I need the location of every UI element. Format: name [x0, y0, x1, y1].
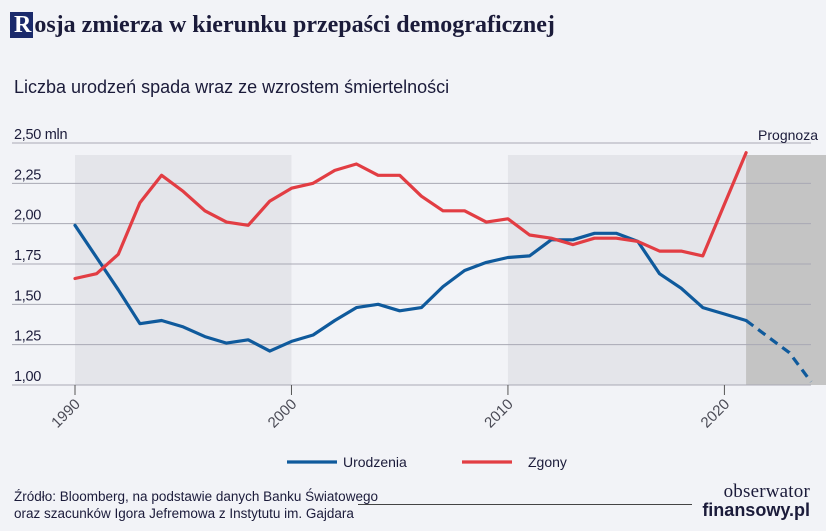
y-tick-label: 2,00	[14, 208, 41, 224]
legend: Urodzenia Zgony	[287, 454, 567, 470]
y-tick-label: 1,00	[14, 369, 41, 385]
x-tick-label: 2000	[265, 396, 301, 432]
source-line-2: oraz szacunków Igora Jefremowa z Instytu…	[14, 506, 354, 521]
axis-labels: Prognoza 1,00 1,25 1,50 1,75 2,00 2,25 2,50 mln…	[14, 127, 818, 431]
series-lines	[73, 151, 813, 383]
series-line-zgony	[73, 151, 748, 281]
x-tick-label: 2020	[698, 396, 734, 432]
shaded-period-2	[507, 155, 747, 385]
logo-line-2: finansowy.pl	[702, 500, 810, 520]
source-divider	[358, 504, 692, 505]
shaded-periods	[75, 155, 826, 385]
y-tick-label: 1,50	[14, 288, 41, 304]
x-tick-label: 1990	[48, 396, 84, 432]
title-text: osja zmierza w kierunku przepaści demogr…	[34, 11, 555, 38]
y-tick-label: 2,25	[14, 167, 41, 183]
logo-line-1: obserwator	[723, 481, 810, 502]
chart-subtitle: Liczba urodzeń spada wraz ze wzrostem śm…	[14, 77, 450, 97]
source-line-1: Źródło: Bloomberg, na podstawie danych B…	[14, 489, 378, 504]
publisher-logo[interactable]: obserwator finansowy.pl	[702, 481, 810, 520]
y-tick-label: 1,75	[14, 248, 41, 264]
gridlines	[12, 142, 811, 395]
forecast-zone	[746, 155, 826, 385]
y-tick-label: 2,50 mln	[14, 127, 67, 143]
legend-label-zgony: Zgony	[528, 454, 567, 470]
source-note: Źródło: Bloomberg, na podstawie danych B…	[14, 488, 378, 522]
x-tick-label: 2010	[481, 396, 517, 432]
title-initial: R	[10, 12, 34, 38]
y-tick-label: 1,25	[14, 329, 41, 345]
forecast-label: Prognoza	[758, 127, 818, 143]
legend-label-urodzenia: Urodzenia	[343, 454, 407, 470]
